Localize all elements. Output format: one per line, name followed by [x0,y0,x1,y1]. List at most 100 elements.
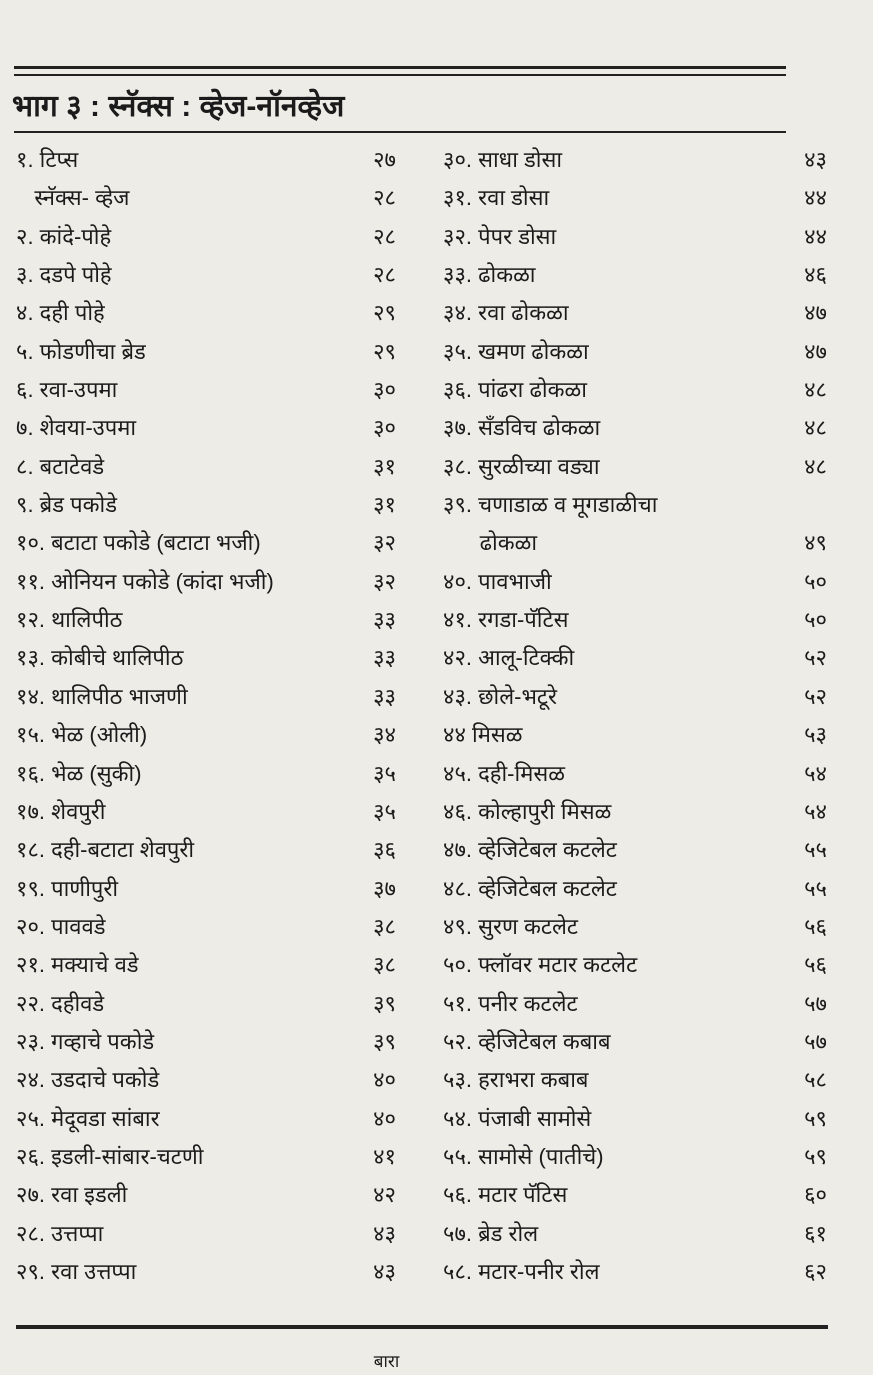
toc-entry-page: ६१ [804,1220,827,1246]
toc-entry: ४३. छोले-भटूरे ५२ [443,680,827,718]
toc-entry-page: ४१ [373,1143,396,1169]
toc-entry-page: ५६ [804,952,827,978]
toc-entry-title: ४६. कोल्हापुरी मिसळ [443,798,612,824]
toc-entry: ५३. हराभरा कबाब ५८ [443,1063,827,1101]
toc-entry-title: १३. कोबीचे थालिपीठ [16,645,184,671]
toc-entry: १२. थालिपीठ ३३ [16,603,396,641]
toc-entry-title: १. टिप्स [16,147,79,172]
toc-entry: ५०. फ्लॉवर मटार कटलेट ५६ [443,948,827,986]
toc-entry-title: १४. थालिपीठ भाजणी [16,683,188,709]
toc-entry-page: २९ [373,338,396,364]
toc-entry-page: ३३ [373,607,396,633]
toc-entry: ५२. व्हेजिटेबल कबाब ५७ [443,1025,827,1063]
toc-entry: १९. पाणीपुरी ३७ [16,872,396,910]
toc-entry-title: ३६. पांढरा ढोकळा [443,377,587,403]
section-title: भाग ३ : स्नॅक्स : व्हेज-नॉनव्हेज [12,90,345,123]
toc-entry-title: २८. उत्तप्पा [16,1220,104,1246]
toc-entry-title: ४०. पावभाजी [443,568,552,594]
toc-entry-title: ४७. व्हेजिटेबल कटलेट [443,837,617,863]
toc-entry-page: ३४ [373,722,396,748]
toc-entry: ५८. मटार-पनीर रोल ६२ [443,1255,827,1293]
toc-entry-title: २४. उडदाचे पकोडे [16,1067,160,1093]
toc-entry-page: ५७ [804,990,827,1016]
toc-entry: ४२. आलू-टिक्की ५२ [443,641,827,679]
toc-entry-page: ३१ [373,492,396,518]
toc-entry-title: ५. फोडणीचा ब्रेड [16,338,146,364]
toc-left-column: १. टिप्स २७ स्नॅक्स- व्हेज २८ २. कांदे-पोहे… [16,143,396,1293]
toc-entry: ५४. पंजाबी सामोसे ५९ [443,1102,827,1140]
toc-entry-page: ६० [804,1182,827,1208]
toc-entry-title: ३७. सँडविच ढोकळा [443,415,601,441]
toc-entry-title: २२. दहीवडे [16,990,105,1016]
toc-entry: ३९. चणाडाळ व मूगडाळीचा [443,488,827,526]
toc-entry: ३७. सँडविच ढोकळा ४८ [443,411,827,449]
toc-entry-title: १५. भेळ (ओली) [16,722,148,748]
toc-entry: १५. भेळ (ओली) ३४ [16,718,396,756]
toc-entry: २९. रवा उत्तप्पा ४३ [16,1255,396,1293]
toc-entry-title: १९. पाणीपुरी [16,875,119,901]
toc-entry-title: ४२. आलू-टिक्की [443,645,575,671]
toc-entry-page: ३२ [373,530,396,556]
toc-entry-title: १२. थालिपीठ [16,607,123,633]
toc-entry-title: २०. पाववडे [16,913,106,939]
toc-entry-title: ३३. ढोकळा [443,262,536,288]
toc-entry: ४४ मिसळ ५३ [443,718,827,756]
toc-entry-title: ५०. फ्लॉवर मटार कटलेट [443,952,638,978]
toc-entry-title: २१. मक्याचे वडे [16,952,139,978]
toc-entry: ५७. ब्रेड रोल ६१ [443,1217,827,1255]
toc-entry-title: २. कांदे-पोहे [16,223,112,249]
toc-entry: २३. गव्हाचे पकोडे ३९ [16,1025,396,1063]
toc-entry-page: ५२ [804,683,827,709]
toc-entry-page: ४७ [804,338,827,364]
toc-entry-title: ५६. मटार पॅटिस [443,1182,568,1208]
toc-entry: ३२. पेपर डोसा ४४ [443,220,827,258]
toc-entry: २५. मेदूवडा सांबार ४० [16,1102,396,1140]
toc-entry-title: २३. गव्हाचे पकोडे [16,1028,155,1054]
toc-entry-page: ४८ [804,415,827,441]
toc-entry-title: १०. बटाटा पकोडे (बटाटा भजी) [16,530,261,556]
toc-entry: २. कांदे-पोहे २८ [16,220,396,258]
toc-entry-page: २८ [373,262,396,288]
toc-entry: १८. दही-बटाटा शेवपुरी ३६ [16,833,396,871]
toc-entry: २१. मक्याचे वडे ३८ [16,948,396,986]
toc-entry-title: ढोकळा [443,530,538,556]
toc-entry-page: ४० [373,1067,396,1093]
toc-entry-page: ३३ [373,683,396,709]
toc-entry: ४९. सुरण कटलेट ५६ [443,910,827,948]
toc-entry-title: ३५. खमण ढोकळा [443,338,589,364]
toc-entry-page: ५० [804,568,827,594]
toc-entry: ढोकळा ४९ [443,526,827,564]
toc-entry: ५. फोडणीचा ब्रेड २९ [16,335,396,373]
toc-entry-title: २९. रवा उत्तप्पा [16,1258,137,1284]
toc-entry-title: ५८. मटार-पनीर रोल [443,1258,600,1284]
toc-entry: ३. दडपे पोहे २८ [16,258,396,296]
toc-entry-page: ३१ [373,453,396,479]
toc-entry: ५१. पनीर कटलेट ५७ [443,987,827,1025]
toc-entry-page: ४० [373,1105,396,1131]
toc-entry: ५६. मटार पॅटिस ६० [443,1178,827,1216]
toc-entry: ४१. रगडा-पॅटिस ५० [443,603,827,641]
toc-entry: ६. रवा-उपमा ३० [16,373,396,411]
toc-entry: ३६. पांढरा ढोकळा ४८ [443,373,827,411]
toc-entry: ३१. रवा डोसा ४४ [443,181,827,219]
toc-entry-page: ३३ [373,645,396,671]
toc-entry: ४५. दही-मिसळ ५४ [443,757,827,795]
toc-entry-title: १७. शेवपुरी [16,798,106,824]
toc-right-column: ३०. साधा डोसा ४३ ३१. रवा डोसा ४४ ३२. पेपर डो… [443,143,827,1293]
toc-entry-page: ५९ [804,1105,827,1131]
toc-entry: ३८. सुरळीच्या वड्या ४८ [443,450,827,488]
toc-entry-page: ५४ [804,760,827,786]
toc-entry: २८. उत्तप्पा ४३ [16,1217,396,1255]
toc-entry: २७. रवा इडली ४२ [16,1178,396,1216]
toc-entry-page: ३९ [373,990,396,1016]
toc-entry-page: ३० [373,377,396,403]
toc-entry-title: १६. भेळ (सुकी) [16,760,142,786]
toc-entry-title: ४८. व्हेजिटेबल कटलेट [443,875,617,901]
toc-entry-page: ३९ [373,1028,396,1054]
toc-entry-title: ४४ मिसळ [443,722,523,748]
toc-entry-page: ४३ [373,1220,396,1246]
toc-entry: ९. ब्रेड पकोडे ३१ [16,488,396,526]
toc-entry: १६. भेळ (सुकी) ३५ [16,757,396,795]
toc-entry-title: ३०. साधा डोसा [443,147,563,172]
toc-entry-title: ४१. रगडा-पॅटिस [443,607,569,633]
